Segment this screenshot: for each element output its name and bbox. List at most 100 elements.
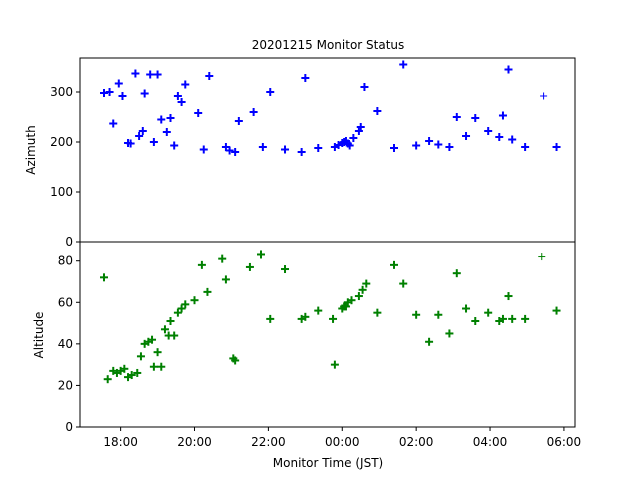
altitude-point [462, 304, 471, 313]
azimuth-point [138, 127, 147, 135]
altitude-plot-frame [79, 241, 576, 428]
azimuth-point [177, 98, 186, 106]
altitude-ytick-label: 40 [58, 337, 73, 351]
altitude-point [266, 314, 275, 323]
azimuth-point [166, 114, 175, 122]
azimuth-point [301, 74, 310, 82]
azimuth-point [425, 137, 434, 145]
altitude-point [538, 253, 546, 261]
altitude-point [221, 275, 230, 284]
chart-title: 20201215 Monitor Status [252, 38, 405, 52]
altitude-point [190, 296, 199, 305]
azimuth-ytick-label: 300 [50, 85, 73, 99]
altitude-point [231, 356, 240, 365]
azimuth-point [552, 143, 561, 151]
altitude-point [160, 325, 169, 334]
altitude-point [445, 329, 454, 338]
azimuth-point [118, 92, 127, 100]
azimuth-point [389, 144, 398, 152]
altitude-point [389, 260, 398, 269]
azimuth-point [356, 123, 365, 131]
altitude-point [484, 308, 493, 317]
altitude-panel: 0 20 40 60 80 Altitude [32, 241, 576, 434]
altitude-point [197, 260, 206, 269]
altitude-point [157, 362, 166, 371]
altitude-point [498, 314, 507, 323]
altitude-ytick-label: 60 [58, 295, 73, 309]
altitude-point [329, 314, 338, 323]
altitude-point [173, 308, 182, 317]
altitude-point [301, 312, 310, 321]
azimuth-point [162, 128, 171, 136]
azimuth-y-label: Azimuth [24, 125, 38, 174]
xtick-label: 00:00 [325, 435, 360, 449]
xtick-label: 18:00 [103, 435, 138, 449]
azimuth-point [452, 113, 461, 121]
altitude-point [153, 348, 162, 357]
altitude-point [434, 310, 443, 319]
azimuth-plot-frame [79, 57, 576, 243]
altitude-point [245, 262, 254, 271]
altitude-y-ticks: 0 20 40 60 80 [58, 254, 80, 434]
azimuth-points [100, 60, 561, 156]
altitude-point [452, 269, 461, 278]
azimuth-point [109, 119, 118, 128]
altitude-point [103, 375, 112, 384]
altitude-point [425, 337, 434, 346]
altitude-point [148, 335, 157, 344]
altitude-point [354, 292, 363, 301]
azimuth-point [504, 65, 513, 74]
altitude-point [347, 296, 356, 305]
altitude-point [177, 304, 186, 313]
azimuth-point [314, 144, 323, 152]
altitude-point [281, 265, 290, 274]
altitude-point [373, 308, 382, 317]
altitude-point [127, 371, 136, 380]
altitude-point [412, 310, 421, 319]
azimuth-point [114, 79, 123, 88]
altitude-ytick-label: 0 [65, 420, 73, 434]
azimuth-point [153, 70, 162, 79]
altitude-point [170, 331, 179, 340]
azimuth-point [434, 140, 443, 149]
azimuth-point [131, 69, 140, 78]
azimuth-point [105, 88, 114, 96]
altitude-point [341, 302, 350, 311]
azimuth-point [281, 145, 290, 154]
x-axis-ticks: 18:00 20:00 22:00 00:00 02:00 04:00 06:00 [103, 427, 581, 449]
azimuth-point [373, 107, 382, 115]
altitude-points [100, 250, 561, 384]
azimuth-point [194, 109, 203, 117]
azimuth-point [173, 92, 182, 100]
azimuth-point [205, 72, 214, 80]
azimuth-point [181, 80, 190, 89]
azimuth-point [234, 117, 243, 125]
azimuth-point [258, 143, 267, 151]
altitude-point [181, 300, 190, 309]
altitude-point [218, 254, 227, 263]
azimuth-point [126, 139, 135, 148]
azimuth-point [231, 148, 240, 156]
azimuth-point [140, 89, 149, 98]
azimuth-point [157, 115, 166, 124]
azimuth-point [349, 134, 358, 142]
azimuth-panel: 0 100 200 300 Azimuth [24, 57, 576, 249]
altitude-point [358, 285, 367, 294]
altitude-point [362, 279, 371, 288]
altitude-y-label: Altitude [32, 312, 46, 359]
azimuth-point [495, 133, 504, 141]
x-axis-label: Monitor Time (JST) [273, 456, 383, 470]
altitude-point [203, 287, 212, 296]
azimuth-point [462, 132, 471, 140]
azimuth-point [445, 143, 454, 151]
azimuth-ytick-label: 200 [50, 135, 73, 149]
altitude-point [257, 250, 266, 259]
altitude-point [136, 352, 145, 361]
altitude-point [149, 362, 158, 371]
azimuth-y-ticks: 0 100 200 300 [50, 85, 80, 249]
azimuth-point [399, 60, 408, 69]
azimuth-point [345, 141, 354, 150]
altitude-point [330, 360, 339, 369]
xtick-label: 06:00 [547, 435, 582, 449]
